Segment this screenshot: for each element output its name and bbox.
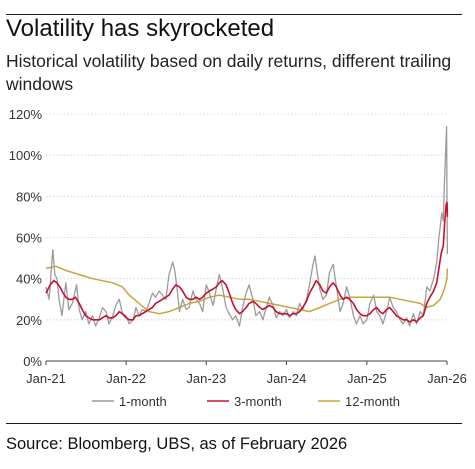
top-rule xyxy=(6,14,462,15)
source-note: Source: Bloomberg, UBS, as of February 2… xyxy=(6,435,348,453)
y-tick-label: 20% xyxy=(16,313,42,328)
y-gridlines xyxy=(46,113,447,321)
x-tick-label: Jan-22 xyxy=(106,371,146,386)
series-line-3-month xyxy=(45,201,449,323)
y-tick-label: 0% xyxy=(23,354,42,369)
series-line-1-month xyxy=(45,125,449,327)
series-lines xyxy=(45,125,449,327)
legend-label-12-month: 12-month xyxy=(345,394,400,409)
chart-subtitle: Historical volatility based on daily ret… xyxy=(6,51,452,94)
x-axis: Jan-21 Jan-22 Jan-23 Jan-24 Jan-25 Jan-26 xyxy=(26,360,467,386)
bottom-rule xyxy=(6,423,462,424)
series-line-12-month xyxy=(45,265,449,315)
chart-title: Volatility has skyrocketed xyxy=(6,15,275,42)
y-tick-label: 80% xyxy=(16,189,42,204)
y-tick-label: 60% xyxy=(16,231,42,246)
y-tick-labels: 0% 20% 40% 60% 80% 100% 120% xyxy=(9,107,43,369)
x-tick-label: Jan-24 xyxy=(267,371,307,386)
x-tick-label: Jan-26 xyxy=(427,371,467,386)
x-tick-label: Jan-25 xyxy=(347,371,387,386)
x-tick-label: Jan-23 xyxy=(186,371,226,386)
legend: 1-month 3-month 12-month xyxy=(92,394,400,409)
volatility-chart: 0%20%40%60%80%100%120% Jan-21 Jan-22 Jan-2… xyxy=(9,107,467,409)
x-tick-label: Jan-21 xyxy=(26,371,66,386)
legend-label-3-month: 3-month xyxy=(234,394,282,409)
y-tick-label: 100% xyxy=(9,148,43,163)
y-tick-label: 40% xyxy=(16,272,42,287)
y-tick-label: 120% xyxy=(9,107,43,122)
legend-label-1-month: 1-month xyxy=(119,394,167,409)
